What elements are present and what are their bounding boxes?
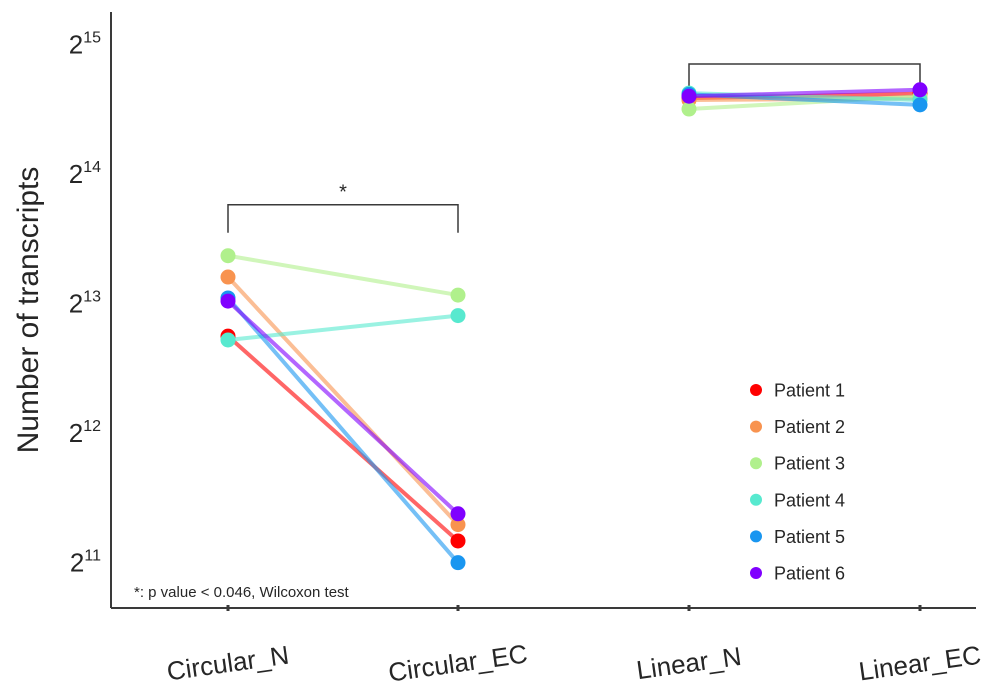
data-point [450, 308, 466, 324]
legend-marker [750, 530, 762, 543]
data-point [450, 287, 466, 303]
series-line-circular [226, 334, 460, 543]
data-point [220, 332, 236, 348]
data-point [220, 269, 236, 285]
x-tick-label: Circular_EC [386, 638, 529, 687]
data-point [220, 248, 236, 264]
legend-label: Patient 6 [774, 564, 845, 584]
series-line-circular [226, 275, 460, 527]
y-axis-ticks: 211 212 213 214 215 [69, 29, 101, 577]
series-line-circular [226, 295, 460, 565]
legend-marker [750, 420, 762, 433]
y-tick-label: 211 [70, 548, 101, 578]
x-tick-label: Circular_N [165, 640, 291, 687]
x-tick-label: Linear_EC [857, 640, 983, 687]
significance-brackets: * [227, 63, 921, 233]
y-tick-label: 214 [69, 159, 101, 189]
series-line-circular [226, 299, 460, 516]
x-tick-label: Linear_N [635, 641, 744, 685]
significance-marker: * [339, 182, 347, 204]
legend-label: Patient 2 [774, 417, 845, 437]
data-point [220, 293, 236, 309]
data-point [681, 101, 697, 117]
legend-label: Patient 1 [774, 381, 845, 401]
legend-marker [750, 457, 762, 470]
x-axis-categories: Circular_N Circular_EC Linear_N Linear_EC [165, 605, 983, 688]
data-point [450, 517, 466, 533]
significance-bracket [688, 63, 921, 93]
legend-label: Patient 3 [774, 454, 845, 474]
data-point [450, 533, 466, 549]
legend-marker [750, 384, 762, 396]
legend-label: Patient 5 [774, 527, 845, 547]
significance-note: *: p value < 0.046, Wilcoxon test [134, 584, 350, 601]
series-line-linear [687, 87, 922, 99]
legend-label: Patient 4 [774, 490, 845, 510]
series-points [220, 82, 928, 571]
legend-marker [750, 567, 762, 579]
data-point [912, 82, 928, 98]
data-point [681, 88, 697, 104]
y-tick-label: 215 [69, 29, 101, 59]
y-axis-title: Number of transcripts [12, 167, 45, 454]
data-point [450, 506, 466, 522]
series-line-circular [226, 253, 460, 298]
y-tick-label: 213 [69, 289, 101, 319]
legend: Patient 1 Patient 2 Patient 3 Patient 4 Pati… [750, 381, 845, 584]
legend-marker [750, 493, 762, 506]
data-point [912, 97, 928, 113]
y-tick-label: 212 [69, 418, 101, 448]
series-lines [226, 87, 922, 565]
data-point [450, 555, 466, 571]
significance-bracket [227, 203, 459, 233]
